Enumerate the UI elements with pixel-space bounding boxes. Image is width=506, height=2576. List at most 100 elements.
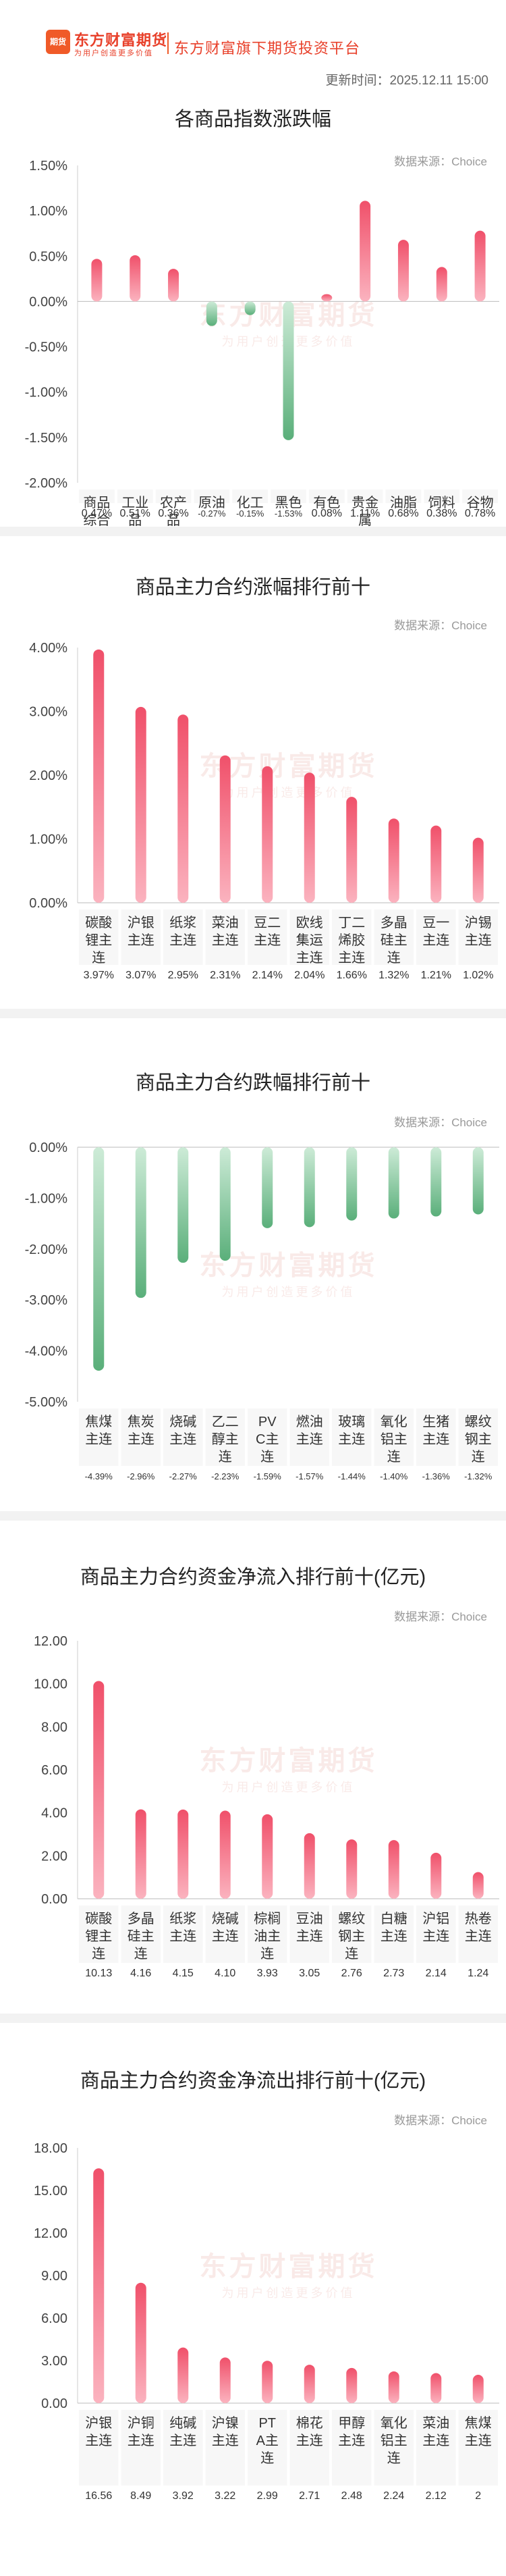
category-label: 工业 — [121, 495, 148, 510]
section-loss-top10: 商品主力合约跌幅排行前十 数据来源：Choice 东方财富期货 为用户创造更多价值… — [0, 1018, 506, 1511]
bar — [430, 825, 442, 903]
brand-name: 东方财富期货 — [74, 32, 168, 49]
category-label: 主连 — [169, 2433, 196, 2448]
category-cell — [332, 1409, 372, 1466]
y-tick-label: 9.00 — [41, 2269, 67, 2284]
value-label: 1.24 — [468, 1968, 488, 1979]
section-title: 商品主力合约跌幅排行前十 — [135, 1072, 370, 1094]
value-label: 1.02% — [463, 970, 493, 981]
y-tick-label: 15.00 — [34, 2184, 67, 2199]
value-label: 2.95% — [168, 970, 198, 981]
bar — [388, 818, 399, 903]
category-label: 生猪 — [422, 1414, 449, 1429]
bar — [346, 1147, 358, 1221]
category-label: 主连 — [465, 932, 492, 948]
category-cell — [79, 910, 119, 965]
category-label: 焦煤 — [465, 2415, 492, 2431]
category-label: 氧化 — [381, 1414, 407, 1429]
category-label: 铝主 — [381, 2433, 407, 2448]
bar — [135, 706, 146, 903]
value-label: -1.44% — [338, 1471, 366, 1481]
bar — [135, 1147, 146, 1298]
section-outflow-top10: 商品主力合约资金净流出排行前十(亿元) 数据来源：Choice 东方财富期货 为用… — [0, 2023, 506, 2576]
category-label: C主 — [256, 1431, 279, 1447]
category-label: 纸浆 — [169, 915, 196, 930]
category-label: 烯胶 — [338, 932, 365, 948]
category-label: 主连 — [338, 2433, 365, 2448]
category-label: 主连 — [338, 1431, 365, 1447]
y-tick-label: 2.00 — [41, 1849, 67, 1864]
category-label: 碳酸 — [85, 915, 112, 930]
value-label: 2.73 — [383, 1968, 404, 1979]
data-source: 数据来源：Choice — [394, 2114, 487, 2127]
bar — [472, 1147, 484, 1215]
bar — [304, 772, 315, 903]
value-label: 2.14 — [426, 1968, 447, 1979]
category-label: 铝主 — [381, 1431, 407, 1447]
category-cell — [248, 2410, 287, 2486]
category-label: 连 — [260, 1449, 274, 1465]
bar — [430, 1147, 442, 1217]
category-label: 连 — [387, 950, 401, 966]
category-cell — [374, 1409, 414, 1466]
category-label: 主连 — [169, 1431, 196, 1447]
value-label: 8.49 — [130, 2490, 151, 2502]
category-cell — [117, 490, 153, 503]
category-cell — [458, 2410, 498, 2486]
value-label: 3.93 — [257, 1968, 278, 1979]
category-cell — [332, 1905, 372, 1963]
category-cell — [289, 1905, 329, 1963]
bar — [130, 255, 141, 302]
data-source: 数据来源：Choice — [394, 155, 487, 168]
category-label: 主连 — [212, 2433, 239, 2448]
bar — [304, 1147, 315, 1228]
category-label: 主连 — [212, 932, 239, 948]
category-label: 主连 — [169, 1928, 196, 1944]
header-divider — [167, 32, 169, 54]
value-label: 3.92 — [173, 2490, 194, 2502]
value-label: -0.27% — [198, 508, 226, 519]
category-label: 有色 — [313, 495, 340, 510]
category-label: 主连 — [465, 2433, 492, 2448]
category-label: 连 — [472, 1449, 485, 1465]
category-label: 连 — [345, 1946, 358, 1962]
category-label: 化工 — [237, 495, 264, 510]
value-label: 0.47% — [82, 508, 112, 519]
category-label: 谷物 — [467, 495, 494, 510]
category-label: 豆一 — [422, 916, 449, 930]
value-label: -1.57% — [296, 1471, 324, 1481]
category-label: 主连 — [128, 932, 154, 948]
value-label: 2.12 — [426, 2490, 447, 2502]
category-label: 烧碱 — [212, 1911, 239, 1926]
y-tick-label: 3.00 — [41, 2354, 67, 2369]
category-label: 白糖 — [381, 1911, 407, 1926]
value-label: 4.10 — [215, 1968, 235, 1979]
value-label: 3.05 — [299, 1968, 320, 1979]
value-label: 2.04% — [294, 970, 325, 981]
section-title: 各商品指数涨跌幅 — [174, 109, 331, 130]
category-cell — [205, 2410, 245, 2486]
category-cell — [79, 2410, 119, 2486]
watermark-logo: 东方财富期货 — [200, 1746, 378, 1776]
bar — [93, 2168, 105, 2403]
category-label: 豆二 — [254, 916, 281, 930]
bar — [91, 259, 103, 302]
category-label: 氧化 — [381, 2415, 407, 2431]
value-label: 2.71 — [299, 2490, 320, 2502]
category-cell — [79, 1409, 119, 1466]
category-label: 丁二 — [338, 916, 365, 930]
category-label: 钢主 — [338, 1928, 365, 1944]
category-label: 锂主 — [85, 1928, 112, 1944]
data-source: 数据来源：Choice — [394, 1610, 487, 1623]
category-label: 硅主 — [128, 1928, 154, 1944]
y-tick-label: 4.00% — [29, 641, 67, 656]
bar — [283, 301, 294, 440]
platform-name: 东方财富旗下期货投资平台 — [174, 40, 361, 57]
y-tick-label: -2.00% — [25, 1242, 68, 1257]
category-cell — [462, 490, 498, 503]
y-tick-label: 1.00% — [29, 204, 67, 219]
value-label: -1.53% — [275, 508, 303, 519]
category-label: 主连 — [422, 1431, 449, 1447]
category-label: 主连 — [254, 932, 281, 948]
bar — [262, 2361, 273, 2403]
